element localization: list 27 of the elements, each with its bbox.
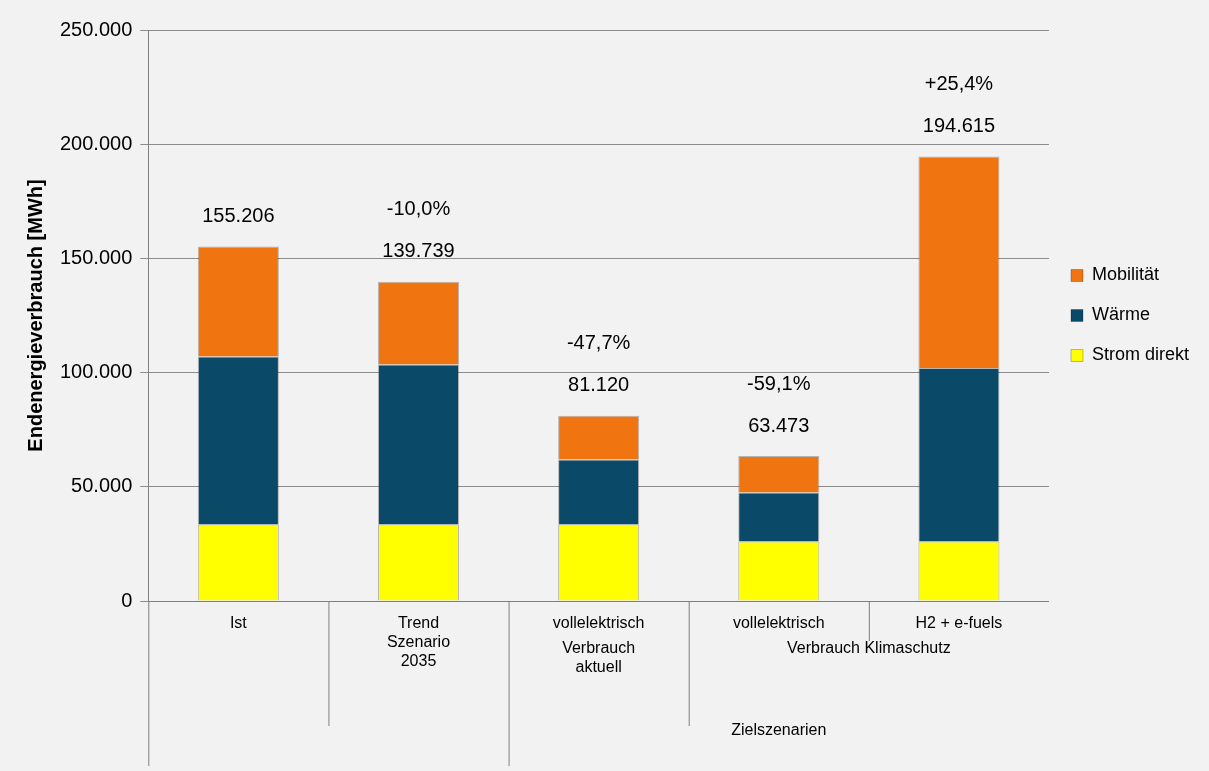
y-tick-label: 50.000 bbox=[71, 474, 133, 497]
y-tick-label: 150.000 bbox=[60, 245, 133, 268]
annotation: -47,7% bbox=[566, 331, 631, 354]
total-label: 63.473 bbox=[748, 413, 810, 436]
x-tick-label: Trend Szenario 2035 bbox=[386, 614, 451, 670]
annotation: +25,4% bbox=[924, 72, 994, 95]
legend-label: Strom direkt bbox=[1091, 344, 1190, 365]
annotation: -10,0% bbox=[386, 197, 451, 220]
y-tick-label: 0 bbox=[121, 588, 133, 611]
x-tick-label: vollelektrisch bbox=[732, 614, 825, 632]
x-tick-label: Ist bbox=[229, 614, 248, 632]
total-label: 155.206 bbox=[202, 204, 275, 227]
x-tick-label: vollelektrisch bbox=[552, 614, 645, 632]
y-tick-label: 200.000 bbox=[60, 131, 133, 154]
annotation: -59,1% bbox=[747, 371, 811, 394]
legend-label: Wärme bbox=[1091, 304, 1150, 325]
legend-label: Mobilität bbox=[1091, 264, 1160, 285]
x-tick-label: H2 + e-fuels bbox=[915, 614, 1003, 632]
total-label: 81.120 bbox=[568, 373, 630, 396]
text: Verbrauch aktuell bbox=[562, 639, 636, 676]
text: Verbrauch Klimaschutz bbox=[787, 639, 951, 657]
y-tick-label: 100.000 bbox=[60, 360, 133, 383]
text: Zielszenarien bbox=[731, 721, 827, 739]
total-label: 194.615 bbox=[922, 114, 996, 137]
y-tick-label: 250.000 bbox=[60, 17, 133, 40]
y-axis-title: Endenergieverbrauch [MWh] bbox=[23, 179, 46, 452]
total-label: 139.739 bbox=[382, 239, 455, 262]
